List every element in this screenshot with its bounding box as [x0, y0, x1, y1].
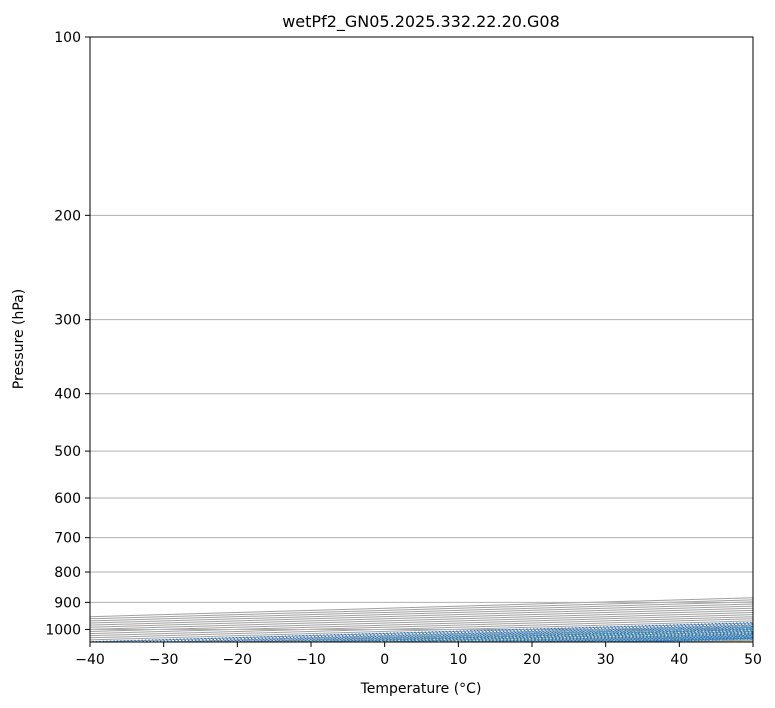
- y-tick-label: 700: [54, 531, 81, 547]
- y-axis-title: Pressure (hPa): [11, 289, 27, 389]
- y-tick-label: 300: [54, 313, 81, 329]
- y-tick-label: 500: [54, 444, 81, 460]
- x-tick-label: −20: [223, 652, 253, 668]
- x-tick-label: 30: [597, 652, 615, 668]
- y-tick-label: 100: [54, 30, 81, 46]
- y-tick-label: 400: [54, 387, 81, 403]
- x-tick-label: −30: [149, 652, 179, 668]
- y-tick-label: 900: [54, 595, 81, 611]
- y-tick-label: 200: [54, 208, 81, 224]
- x-tick-label: 20: [523, 652, 541, 668]
- x-axis-title: Temperature (°C): [360, 681, 482, 697]
- axis-ticks: −40 −30 −20 −10 0 10 20 30 40 50 100 200 300 400 500 60…: [45, 30, 762, 668]
- x-tick-label: 40: [670, 652, 688, 668]
- background-lines: [90, 37, 753, 642]
- x-tick-label: 10: [449, 652, 467, 668]
- x-tick-label: −10: [296, 652, 326, 668]
- x-tick-label: −40: [75, 652, 105, 668]
- plot-frame: [89, 36, 754, 643]
- y-tick-label: 800: [54, 565, 81, 581]
- chart-title: wetPf2_GN05.2025.332.22.20.G08: [282, 12, 560, 32]
- y-tick-label: 600: [54, 491, 81, 507]
- y-tick-label: 1000: [45, 622, 81, 638]
- x-tick-label: 0: [380, 652, 389, 668]
- x-tick-label: 50: [744, 652, 762, 668]
- plot-area: [90, 37, 753, 642]
